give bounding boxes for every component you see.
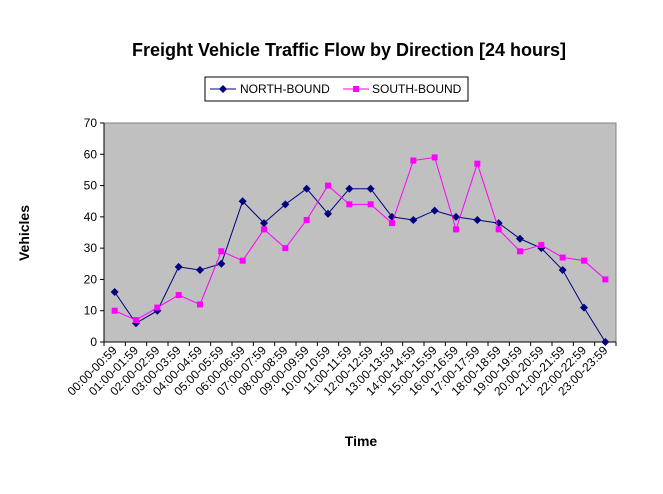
data-point-north-bound	[516, 234, 524, 243]
y-tick-label: 40	[84, 210, 98, 224]
series-south-bound	[111, 154, 609, 324]
data-point-north-bound	[473, 215, 482, 224]
legend-item-north-bound: NORTH-BOUND	[210, 82, 330, 96]
y-axis: 0 10 20 30 40 50 60 70	[84, 116, 105, 349]
data-point-south-bound	[175, 292, 182, 299]
data-point-south-bound	[346, 201, 353, 208]
data-point-north-bound	[601, 338, 610, 346]
data-point-north-bound	[260, 219, 268, 228]
data-point-north-bound	[110, 287, 119, 296]
y-tick-label: 50	[84, 179, 98, 193]
series-line-south-bound	[114, 156, 606, 321]
data-point-north-bound	[558, 266, 567, 275]
series-line-north-bound	[114, 188, 606, 343]
data-point-north-bound	[324, 209, 332, 218]
data-point-south-bound	[111, 307, 118, 314]
data-point-south-bound	[325, 182, 331, 189]
data-point-south-bound	[495, 226, 502, 233]
data-point-north-bound	[430, 206, 439, 215]
data-point-south-bound	[538, 242, 545, 249]
data-point-south-bound	[367, 201, 374, 208]
x-axis: 00:00-00:5901:00-01:5902:00-02:5903:00-0…	[65, 341, 617, 398]
series-layer	[110, 154, 610, 346]
data-point-south-bound	[431, 154, 438, 161]
data-point-south-bound	[303, 216, 310, 223]
data-point-south-bound	[154, 304, 161, 311]
data-point-south-bound	[453, 226, 459, 233]
data-point-south-bound	[261, 226, 267, 233]
data-point-south-bound	[239, 257, 246, 264]
legend-label-south-bound: SOUTH-BOUND	[372, 82, 462, 96]
y-axis-title: Vehicles	[16, 205, 32, 261]
y-tick-label: 10	[84, 304, 98, 318]
data-point-south-bound	[389, 220, 395, 227]
y-tick-label: 70	[84, 116, 98, 130]
data-point-north-bound	[494, 219, 503, 228]
data-point-south-bound	[218, 248, 225, 255]
legend-box	[204, 76, 469, 102]
data-point-north-bound	[452, 212, 460, 221]
data-point-south-bound	[197, 301, 203, 308]
data-point-south-bound	[581, 257, 587, 264]
data-point-north-bound	[409, 215, 418, 224]
data-point-north-bound	[196, 266, 204, 275]
data-point-north-bound	[238, 197, 247, 206]
x-axis-title: Time	[345, 433, 378, 449]
y-tick-label: 20	[84, 272, 98, 286]
data-point-north-bound	[281, 200, 290, 209]
data-point-south-bound	[602, 276, 609, 283]
y-tick-label: 30	[84, 241, 98, 255]
y-tick-label: 0	[90, 335, 97, 349]
legend: NORTH-BOUND SOUTH-BOUND	[204, 76, 469, 102]
legend-label-north-bound: NORTH-BOUND	[240, 82, 330, 96]
data-point-north-bound	[345, 184, 354, 193]
legend-marker-north-bound	[219, 85, 227, 93]
data-point-north-bound	[580, 303, 588, 312]
data-point-south-bound	[474, 160, 481, 167]
data-point-north-bound	[302, 184, 311, 193]
data-point-south-bound	[133, 317, 139, 324]
plot-area	[103, 122, 617, 343]
data-point-south-bound	[559, 254, 566, 261]
data-point-south-bound	[517, 248, 523, 255]
data-point-north-bound	[366, 184, 375, 193]
chart-title: Freight Vehicle Traffic Flow by Directio…	[132, 40, 566, 60]
legend-marker-south-bound	[353, 86, 359, 92]
data-point-north-bound	[388, 212, 396, 221]
data-point-north-bound	[217, 259, 226, 268]
y-tick-label: 60	[84, 147, 98, 161]
series-north-bound	[110, 184, 610, 346]
data-point-south-bound	[410, 157, 417, 164]
data-point-south-bound	[282, 245, 289, 252]
legend-item-south-bound: SOUTH-BOUND	[343, 82, 462, 96]
data-point-north-bound	[174, 262, 183, 271]
